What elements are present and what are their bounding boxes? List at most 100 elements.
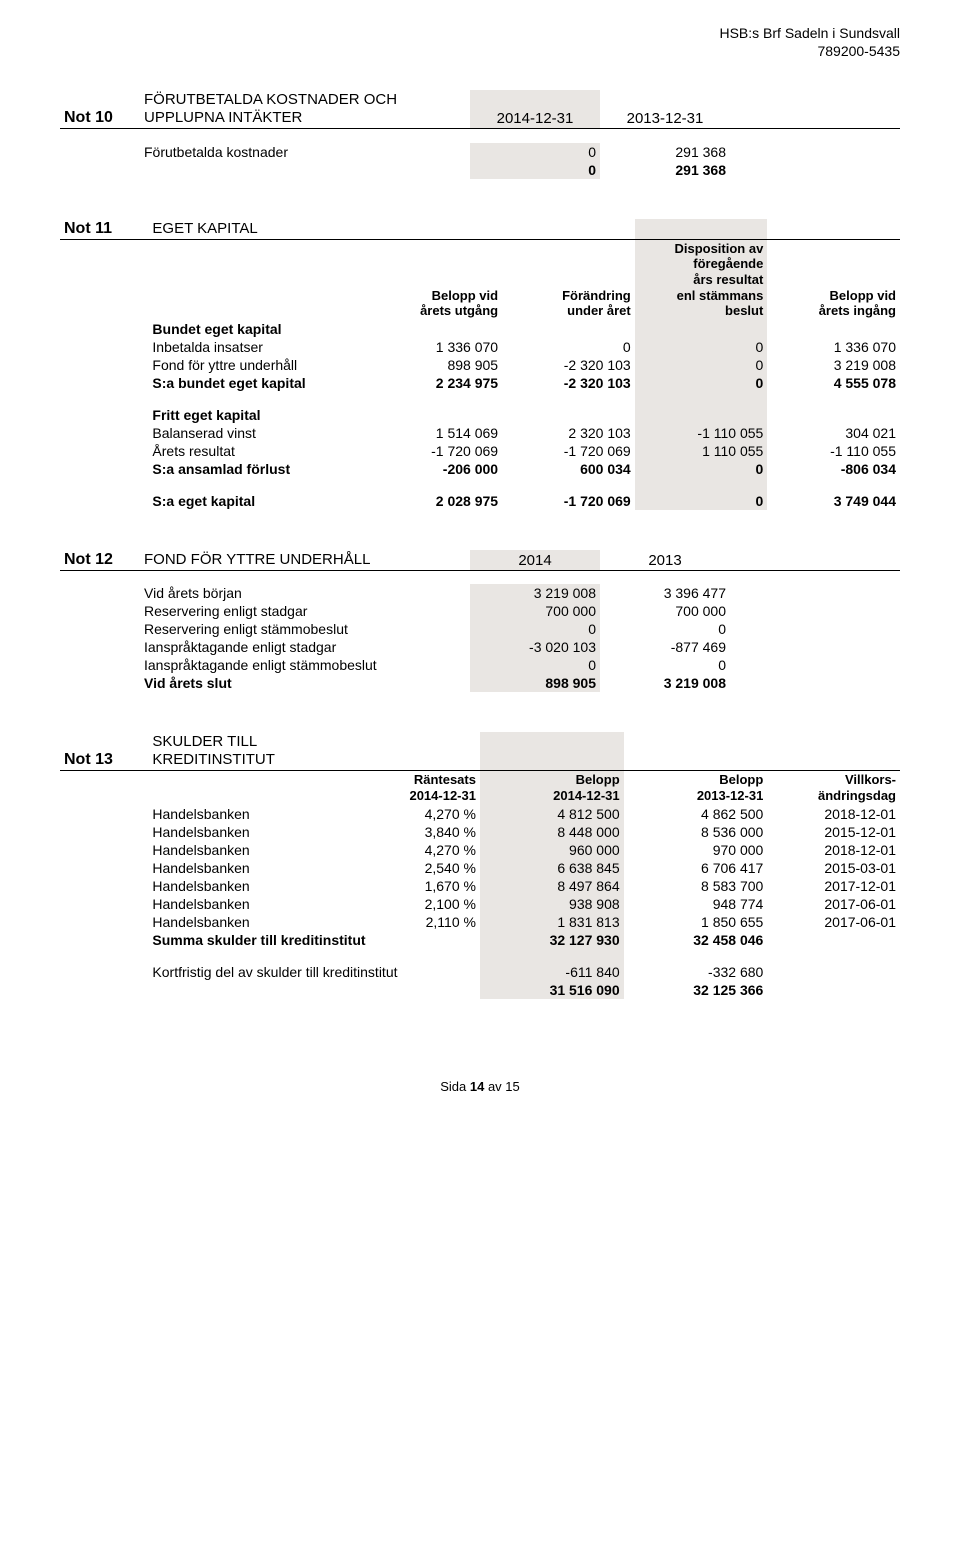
row-label: Balanserad vinst <box>148 424 369 442</box>
cell: 898 905 <box>369 356 502 374</box>
col-header: Belopp vidårets ingång <box>767 239 900 319</box>
cell: 4,270 % <box>347 805 480 823</box>
cell: 2,110 % <box>347 913 480 931</box>
cell: -1 720 069 <box>502 442 635 460</box>
col-header: Belopp2014-12-31 <box>480 771 624 805</box>
cell: -2 320 103 <box>502 356 635 374</box>
cell: -877 469 <box>600 638 730 656</box>
cell: 970 000 <box>624 841 768 859</box>
net-cell: 31 516 090 <box>480 981 624 999</box>
note-number: Not 10 <box>60 90 140 129</box>
org-name: HSB:s Brf Sadeln i Sundsvall <box>60 24 900 42</box>
cell: 8 583 700 <box>624 877 768 895</box>
org-number: 789200-5435 <box>60 42 900 60</box>
cell: 0 <box>470 143 600 161</box>
sum-cell: -206 000 <box>369 460 502 478</box>
cell: 0 <box>635 356 768 374</box>
sum-cell: 0 <box>635 460 768 478</box>
row-label: Årets resultat <box>148 442 369 460</box>
cell: 4,270 % <box>347 841 480 859</box>
col-header: Förändringunder året <box>502 239 635 319</box>
col-header: 2013 <box>600 550 730 571</box>
cell: 2 320 103 <box>502 424 635 442</box>
cell: -332 680 <box>624 963 768 981</box>
row-label: Handelsbanken <box>148 859 347 877</box>
sum-cell: 0 <box>635 374 768 392</box>
sum-label: S:a ansamlad förlust <box>148 460 369 478</box>
cell: 1 110 055 <box>635 442 768 460</box>
cell: 700 000 <box>470 602 600 620</box>
cell: 2,100 % <box>347 895 480 913</box>
cell: 0 <box>502 338 635 356</box>
sum-cell: 32 127 930 <box>480 931 624 949</box>
cell: 0 <box>470 656 600 674</box>
cell: 960 000 <box>480 841 624 859</box>
row-label: Handelsbanken <box>148 877 347 895</box>
cell: 0 <box>470 620 600 638</box>
total-label: Vid årets slut <box>140 674 470 692</box>
row-label: Fond för yttre underhåll <box>148 356 369 374</box>
col-header: Disposition av föregående års resultat e… <box>635 239 768 319</box>
cell: 4 862 500 <box>624 805 768 823</box>
cell: 8 497 864 <box>480 877 624 895</box>
cell: 6 706 417 <box>624 859 768 877</box>
sum-cell: 32 458 046 <box>624 931 768 949</box>
sum-cell: 2 234 975 <box>369 374 502 392</box>
cell: 3 219 008 <box>767 356 900 374</box>
col-header: Belopp2013-12-31 <box>624 771 768 805</box>
cell: 2018-12-01 <box>767 805 900 823</box>
col-header: 2013-12-31 <box>600 90 730 129</box>
total-cell: 3 749 044 <box>767 492 900 510</box>
note-title: FÖRUTBETALDA KOSTNADER OCH UPPLUPNA INTÄ… <box>140 90 470 129</box>
col-header: Belopp vidårets utgång <box>369 239 502 319</box>
cell: 2017-12-01 <box>767 877 900 895</box>
cell: 2015-12-01 <box>767 823 900 841</box>
footer-text: Sida <box>440 1079 470 1094</box>
row-label: Förutbetalda kostnader <box>140 143 470 161</box>
row-label: Handelsbanken <box>148 823 347 841</box>
cell: -3 020 103 <box>470 638 600 656</box>
row-label: Handelsbanken <box>148 895 347 913</box>
footer-page: 14 <box>470 1079 484 1094</box>
col-header: Räntesats2014-12-31 <box>347 771 480 805</box>
cell: 304 021 <box>767 424 900 442</box>
row-label: Reservering enligt stadgar <box>140 602 470 620</box>
total-cell: 291 368 <box>600 161 730 179</box>
cell: -611 840 <box>480 963 624 981</box>
row-label: Handelsbanken <box>148 841 347 859</box>
note-title: EGET KAPITAL <box>148 219 369 240</box>
total-cell: 2 028 975 <box>369 492 502 510</box>
cell: -1 720 069 <box>369 442 502 460</box>
row-label: Ianspråktagande enligt stadgar <box>140 638 470 656</box>
row-label: Reservering enligt stämmobeslut <box>140 620 470 638</box>
total-cell: 0 <box>635 492 768 510</box>
cell: 3 396 477 <box>600 584 730 602</box>
cell: 3,840 % <box>347 823 480 841</box>
footer-of: av <box>484 1079 505 1094</box>
section-label: Fritt eget kapital <box>148 406 369 424</box>
cell: -1 110 055 <box>767 442 900 460</box>
col-header: 2014-12-31 <box>470 90 600 129</box>
note-number: Not 13 <box>60 732 148 771</box>
page-footer: Sida 14 av 15 <box>60 1079 900 1094</box>
page-container: HSB:s Brf Sadeln i Sundsvall 789200-5435… <box>0 0 960 1134</box>
sum-cell: -2 320 103 <box>502 374 635 392</box>
row-label: Vid årets början <box>140 584 470 602</box>
cell: 1 850 655 <box>624 913 768 931</box>
cell: 2017-06-01 <box>767 895 900 913</box>
cell: 0 <box>600 620 730 638</box>
total-label: S:a eget kapital <box>148 492 369 510</box>
net-cell: 32 125 366 <box>624 981 768 999</box>
cell: 1,670 % <box>347 877 480 895</box>
cell: 4 812 500 <box>480 805 624 823</box>
cell: 2018-12-01 <box>767 841 900 859</box>
cell: 1 336 070 <box>767 338 900 356</box>
title-line1: FÖRUTBETALDA KOSTNADER OCH <box>144 91 397 108</box>
row-label: Ianspråktagande enligt stämmobeslut <box>140 656 470 674</box>
cell: 1 514 069 <box>369 424 502 442</box>
cell: 0 <box>635 338 768 356</box>
cell: 948 774 <box>624 895 768 913</box>
row-label: Inbetalda insatser <box>148 338 369 356</box>
page-header: HSB:s Brf Sadeln i Sundsvall 789200-5435 <box>60 24 900 60</box>
sum-cell: -806 034 <box>767 460 900 478</box>
